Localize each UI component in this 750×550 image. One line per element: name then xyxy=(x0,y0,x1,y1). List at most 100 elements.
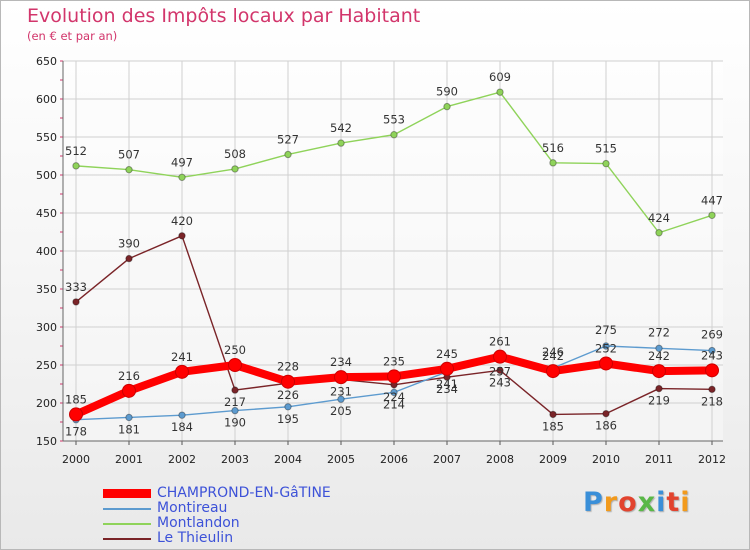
data-point xyxy=(228,358,242,372)
data-point xyxy=(602,409,610,418)
logo-letter: i xyxy=(680,487,691,518)
data-label: 228 xyxy=(277,360,299,374)
data-point xyxy=(708,346,716,355)
data-label: 186 xyxy=(595,419,617,433)
legend-swatch xyxy=(103,489,151,498)
x-tick-label: 2010 xyxy=(592,453,620,466)
data-label: 218 xyxy=(701,394,723,408)
logo-letter: P xyxy=(583,487,604,518)
data-point xyxy=(231,406,239,415)
x-tick-label: 2006 xyxy=(380,453,408,466)
x-tick-label: 2011 xyxy=(645,453,673,466)
data-label: 508 xyxy=(224,147,246,161)
data-point xyxy=(125,165,133,174)
data-label: 553 xyxy=(383,113,405,127)
legend-label: Montlandon xyxy=(157,515,240,531)
data-point xyxy=(549,410,557,419)
data-point xyxy=(337,139,345,147)
proxiti-logo: Proxiti xyxy=(583,487,691,518)
data-point xyxy=(125,413,133,422)
y-tick-label: 250 xyxy=(36,359,57,372)
logo-letter: o xyxy=(618,487,638,518)
y-tick-label: 150 xyxy=(36,435,57,448)
data-point xyxy=(125,254,133,263)
data-label: 516 xyxy=(542,141,564,155)
data-point xyxy=(493,349,507,364)
x-tick-label: 2002 xyxy=(168,453,196,466)
data-point xyxy=(443,102,451,111)
data-label: 231 xyxy=(330,384,352,398)
data-label: 235 xyxy=(383,354,405,368)
data-label: 269 xyxy=(701,328,723,342)
y-tick-label: 600 xyxy=(36,93,57,106)
y-tick-label: 650 xyxy=(36,55,57,68)
data-point xyxy=(337,395,345,403)
data-label: 390 xyxy=(118,237,140,251)
data-label: 420 xyxy=(171,214,193,228)
logo-letter: i xyxy=(656,487,667,518)
data-point xyxy=(708,211,716,219)
data-label: 252 xyxy=(595,341,617,355)
y-tick-label: 200 xyxy=(36,397,57,410)
data-point xyxy=(281,374,295,389)
legend-swatch xyxy=(103,538,151,540)
data-label: 216 xyxy=(118,369,140,383)
chart-subtitle: (en € et par an) xyxy=(27,29,118,43)
data-point xyxy=(705,363,719,378)
legend-label: Montireau xyxy=(157,500,228,516)
data-label: 243 xyxy=(701,348,723,362)
y-tick-label: 400 xyxy=(36,245,57,258)
data-point xyxy=(599,356,613,371)
data-label: 590 xyxy=(436,85,458,99)
data-point xyxy=(387,369,401,384)
data-label: 250 xyxy=(224,343,246,357)
data-point xyxy=(708,385,716,394)
data-label: 261 xyxy=(489,335,511,349)
data-point xyxy=(655,229,663,237)
data-label: 234 xyxy=(330,355,352,369)
data-point xyxy=(284,150,292,159)
data-point xyxy=(178,232,186,240)
data-label: 609 xyxy=(489,70,511,84)
data-label: 185 xyxy=(65,392,87,406)
data-point xyxy=(175,364,189,379)
data-point xyxy=(69,407,83,422)
data-label: 242 xyxy=(648,349,670,363)
data-label: 527 xyxy=(277,132,299,146)
data-label: 242 xyxy=(542,349,564,363)
data-point xyxy=(549,159,557,167)
logo-letter: x xyxy=(637,487,657,518)
data-point xyxy=(655,344,663,352)
data-label: 512 xyxy=(65,144,87,158)
x-tick-label: 2003 xyxy=(221,453,249,466)
data-label: 333 xyxy=(65,280,87,294)
data-label: 241 xyxy=(436,377,458,391)
data-point xyxy=(602,159,610,168)
chart-title: Evolution des Impôts locaux par Habitant xyxy=(27,5,421,27)
x-tick-label: 2009 xyxy=(539,453,567,466)
logo-letter: r xyxy=(603,487,619,518)
data-label: 185 xyxy=(542,419,564,433)
x-tick-label: 2007 xyxy=(433,453,461,466)
data-point xyxy=(284,403,292,411)
data-point xyxy=(231,165,239,173)
data-point xyxy=(652,364,666,379)
y-tick-label: 500 xyxy=(36,169,57,182)
data-label: 507 xyxy=(118,148,140,162)
legend-swatch xyxy=(103,523,151,525)
x-tick-label: 2000 xyxy=(62,453,90,466)
y-tick-label: 350 xyxy=(36,283,57,296)
data-label: 178 xyxy=(65,425,87,439)
data-label: 246 xyxy=(542,345,564,359)
legend-label: CHAMPROND-EN-GâTINE xyxy=(157,485,331,501)
data-label: 257 xyxy=(489,365,511,379)
data-label: 275 xyxy=(595,323,617,337)
data-point xyxy=(602,342,610,350)
data-label: 184 xyxy=(171,420,193,434)
data-label: 542 xyxy=(330,121,352,135)
x-tick-label: 2012 xyxy=(698,453,726,466)
x-tick-label: 2004 xyxy=(274,453,302,466)
data-label: 515 xyxy=(595,142,617,156)
data-point xyxy=(72,298,80,306)
